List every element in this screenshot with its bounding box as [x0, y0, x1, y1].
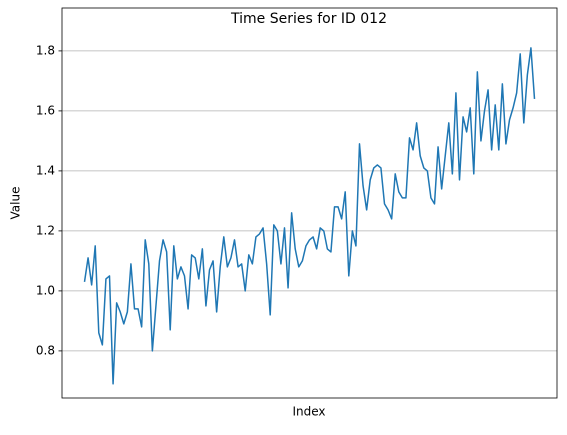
- line: [83, 47, 536, 385]
- y-tick-label: 1.4: [36, 163, 55, 177]
- x-axis-label: Index: [292, 405, 325, 419]
- y-axis-label: Value: [9, 187, 23, 220]
- chart-title: Time Series for ID 012: [230, 11, 387, 27]
- y-tick-label: 1.6: [36, 103, 55, 117]
- y-tick-label: 1.0: [36, 283, 55, 297]
- y-tick-label: 1.2: [36, 223, 55, 237]
- plot-frame: [61, 7, 558, 399]
- y-tick-label: 0.8: [36, 343, 55, 357]
- y-tick-label: 1.8: [36, 43, 55, 57]
